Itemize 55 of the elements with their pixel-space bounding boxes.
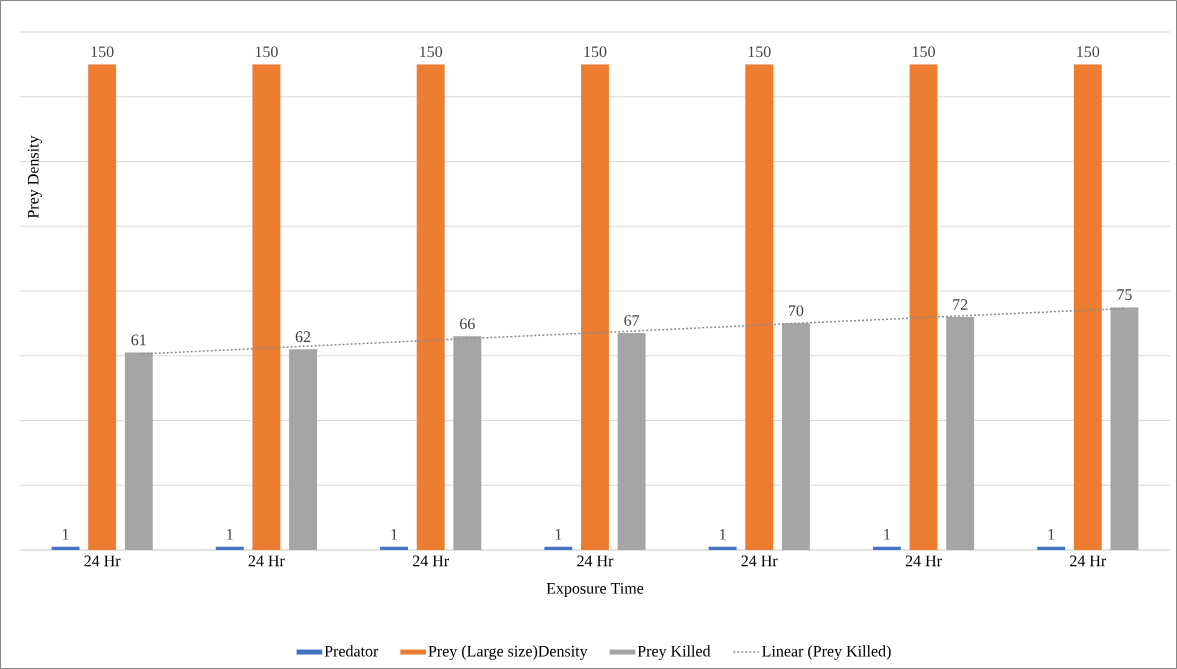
- bar: [909, 64, 938, 550]
- bar: [946, 316, 975, 550]
- data-label: 1: [1048, 529, 1055, 540]
- data-label: 61: [131, 334, 146, 346]
- bar: [781, 323, 810, 550]
- data-label: 66: [460, 318, 475, 330]
- legend-label: Prey (Large size)Density: [428, 645, 588, 660]
- bar: [215, 546, 244, 550]
- bar: [745, 64, 774, 550]
- data-label: 75: [1117, 289, 1132, 300]
- data-label: 150: [255, 46, 278, 58]
- bar: [289, 349, 318, 550]
- data-label: 1: [391, 529, 398, 540]
- bar: [380, 546, 409, 550]
- x-tick-label: 24 Hr: [248, 555, 285, 567]
- y-axis-title: Prey Density: [27, 135, 42, 219]
- data-label: 70: [788, 305, 804, 317]
- data-label: 1: [62, 529, 69, 540]
- bar: [51, 546, 80, 550]
- bar: [416, 64, 445, 550]
- bar: [1073, 64, 1102, 550]
- bar: [453, 336, 482, 550]
- data-label: 62: [295, 331, 311, 343]
- bar: [252, 64, 281, 550]
- x-tick-label: 24 Hr: [741, 555, 778, 567]
- data-label: 150: [912, 46, 935, 58]
- x-tick-label: 24 Hr: [905, 555, 942, 567]
- bar: [88, 64, 117, 550]
- data-label: 1: [884, 529, 890, 540]
- data-label: 150: [91, 46, 114, 58]
- legend-label: Linear (Prey Killed): [762, 645, 891, 660]
- bar: [581, 64, 609, 550]
- bar: [708, 546, 737, 550]
- data-label: 150: [420, 46, 443, 58]
- legend-label: Prey Killed: [637, 645, 711, 660]
- x-tick-label: 24 Hr: [84, 555, 121, 567]
- x-axis-title: Exposure Time: [546, 583, 644, 597]
- data-label: 150: [584, 46, 607, 58]
- legend-label: Predator: [324, 645, 379, 657]
- x-tick-label: 24 Hr: [412, 555, 449, 567]
- data-label: 1: [555, 529, 562, 540]
- data-label: 150: [1077, 46, 1100, 58]
- bar: [872, 546, 901, 550]
- x-tick-label: 24 Hr: [1070, 555, 1107, 567]
- data-label: 67: [624, 315, 640, 326]
- bar: [1110, 307, 1139, 550]
- data-label: 72: [953, 299, 968, 310]
- data-label: 1: [720, 529, 726, 540]
- data-label: 150: [748, 46, 771, 58]
- x-tick-label: 24 Hr: [577, 555, 614, 567]
- bar: [617, 333, 646, 550]
- data-label: 1: [227, 529, 233, 540]
- bar: [124, 352, 153, 550]
- bar: [1037, 546, 1066, 550]
- bar: [544, 546, 573, 550]
